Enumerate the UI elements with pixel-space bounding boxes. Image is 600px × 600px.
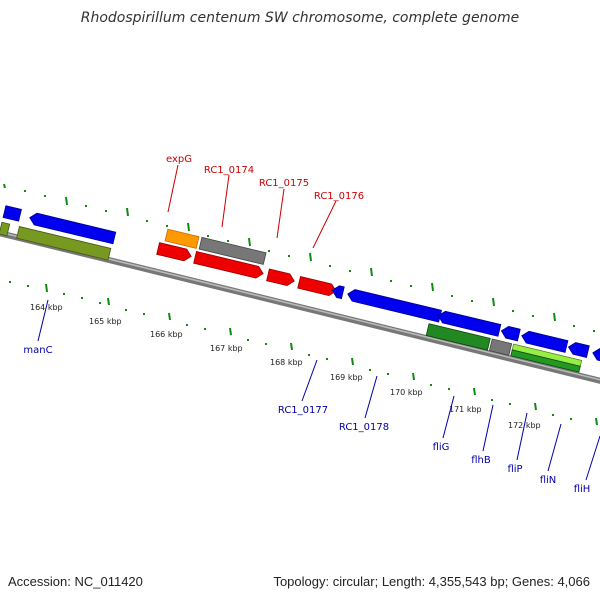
gene-arrow-reverse[interactable] — [2, 205, 22, 222]
top-gene-labels: expG RC1_0174 RC1_0175 RC1_0176 — [166, 154, 364, 202]
outer-tick-ring — [3, 183, 595, 332]
gene-label[interactable]: RC1_0174 — [204, 165, 254, 176]
gene-arrow-reverse[interactable] — [28, 212, 117, 245]
gene-label[interactable]: RC1_0176 — [314, 191, 364, 202]
gene-arrow-forward[interactable] — [193, 251, 265, 279]
scale-label: 168 kbp — [270, 358, 303, 367]
gene-label[interactable]: expG — [166, 154, 192, 165]
gene-label[interactable]: fliN — [540, 475, 557, 486]
gene-features — [0, 205, 600, 373]
gene-label[interactable]: manC — [23, 345, 52, 356]
scale-label: 165 kbp — [89, 317, 122, 326]
gene-rc1-0177[interactable] — [346, 288, 442, 323]
gene-fliN[interactable] — [510, 349, 581, 373]
gene-fliG[interactable] — [425, 323, 491, 351]
accession-text: Accession: NC_011420 — [8, 574, 143, 589]
gene-label[interactable]: fliG — [433, 442, 450, 453]
gene-arrow-reverse[interactable] — [520, 330, 569, 353]
gene-olive[interactable] — [0, 221, 11, 237]
gene-label[interactable]: RC1_0178 — [339, 422, 389, 433]
gene-expG[interactable] — [164, 228, 200, 249]
gene-manC[interactable] — [16, 225, 112, 261]
gene-arrow-forward[interactable] — [266, 268, 296, 287]
gene-arrow-forward[interactable] — [297, 275, 338, 297]
bottom-gene-labels: manC RC1_0177 RC1_0178 fliG flhB fliP fl… — [23, 345, 590, 495]
gene-label[interactable]: RC1_0177 — [278, 405, 328, 416]
gene-rc1-0178[interactable] — [437, 310, 502, 337]
scale-label: 170 kbp — [390, 388, 423, 397]
scale-label: 171 kbp — [449, 405, 482, 414]
gene-rc1-0174[interactable] — [198, 236, 267, 265]
topology-text: Topology: circular; Length: 4,355,543 bp… — [273, 574, 590, 589]
gene-label[interactable]: fliH — [574, 484, 591, 495]
gene-arrow-reverse[interactable] — [331, 284, 345, 300]
gene-arrow-reverse[interactable] — [567, 341, 590, 358]
top-leader-lines — [167, 164, 337, 249]
inner-tick-ring — [9, 281, 598, 426]
map-title: Rhodospirillum centenum SW chromosome, c… — [81, 10, 520, 26]
bottom-leader-lines — [37, 299, 600, 481]
gene-flhB[interactable] — [488, 338, 513, 356]
gene-label[interactable]: RC1_0175 — [259, 178, 309, 189]
scale-label: 166 kbp — [150, 330, 183, 339]
scale-label: 169 kbp — [330, 373, 363, 382]
scale-label: 167 kbp — [210, 344, 243, 353]
gene-arrow-forward[interactable] — [156, 242, 193, 263]
gene-label[interactable]: fliP — [507, 464, 522, 475]
gene-arrow-reverse[interactable] — [591, 347, 600, 365]
gene-label[interactable]: flhB — [471, 455, 491, 466]
gene-arrow-reverse[interactable] — [500, 325, 521, 342]
